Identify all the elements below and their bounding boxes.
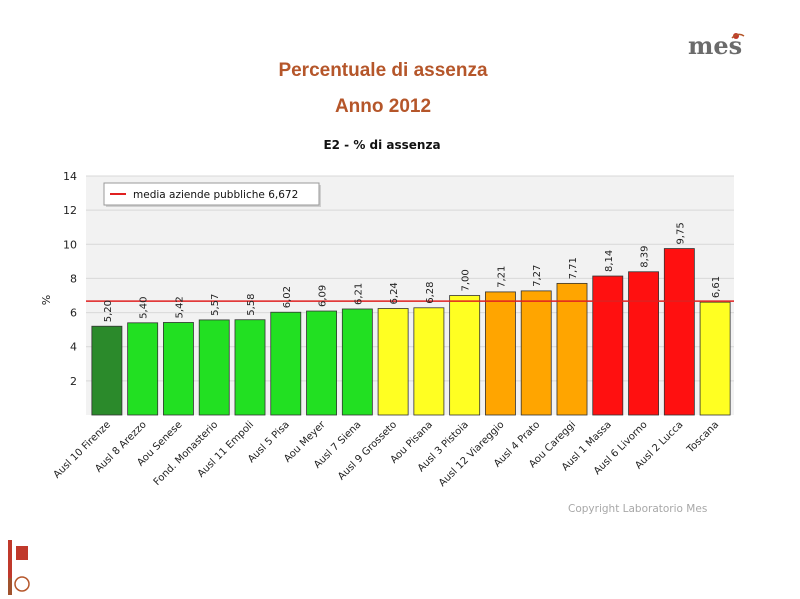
bar [663,248,695,416]
data-label: 6,21 [353,283,364,305]
legend-entry: media aziende pubbliche 6,672 [133,189,298,201]
data-label: 9,75 [675,222,686,244]
data-label: 6,24 [389,282,400,304]
region-logo [8,540,30,595]
plot-area [86,176,734,415]
y-tick-label: 2 [70,375,77,388]
bar [341,308,373,416]
data-label: 7,21 [496,266,507,288]
chart-title: E2 - % di assenza [323,138,440,152]
bar [91,325,123,416]
data-label: 5,57 [210,294,221,316]
y-tick-label: 14 [63,170,77,183]
category-label: Fond. Monasterio [152,419,221,488]
data-label: 6,09 [318,285,329,307]
bars [91,248,731,416]
data-label: 6,02 [282,286,293,308]
data-label: 6,28 [425,282,436,304]
y-tick-label: 4 [70,341,77,354]
region-logo-stripe-top [8,540,12,578]
bar [449,295,481,416]
bar [699,301,731,416]
copyright-text: Copyright Laboratorio Mes [568,503,708,515]
data-label: 5,40 [139,297,150,319]
bar [270,311,302,416]
data-label: 8,39 [640,246,651,268]
bar [413,307,445,416]
bar [485,291,516,416]
region-logo-stripe-bottom [8,578,12,595]
slide-title: Percentuale di assenza [278,60,488,81]
y-tick-label: 6 [70,307,77,320]
bar [163,322,194,416]
region-seal-icon [14,576,30,592]
category-label: Toscana [685,419,722,456]
logo-leaf-icon [731,33,745,39]
bar [520,290,552,416]
y-axis-label: % [40,295,53,305]
mes-logo: mes [688,31,745,60]
y-tick-label: 8 [70,272,77,285]
legend: media aziende pubbliche 6,672 [103,182,321,207]
bar [556,282,588,416]
bar [592,275,624,416]
bar [127,322,159,416]
data-label: 5,42 [174,296,185,318]
slide-subtitle-year: Anno 2012 [334,96,432,117]
y-axis-ticks: 2 4 6 8 10 12 14 [63,170,77,388]
bar [198,319,230,416]
y-tick-label: 12 [63,204,77,217]
data-label: 8,14 [604,250,615,272]
grid-lines [86,175,734,382]
y-tick-label: 10 [63,238,77,251]
data-labels: 5,20 5,40 5,42 5,57 5,58 6,02 6,09 6,21 6,24 6,28… [103,222,722,322]
region-crest-icon [16,546,28,560]
data-label: 7,00 [461,269,472,291]
data-label: 5,58 [246,293,257,315]
bar [628,271,659,416]
data-label: 7,71 [568,257,579,279]
category-label: Ausl 12 Viareggio [437,419,507,489]
data-label: 5,20 [103,300,114,322]
data-label: 7,27 [532,265,543,287]
bar [377,308,409,416]
data-label: 6,61 [711,276,722,298]
bar [234,319,266,416]
legend-box [103,182,320,206]
bar [306,310,337,416]
